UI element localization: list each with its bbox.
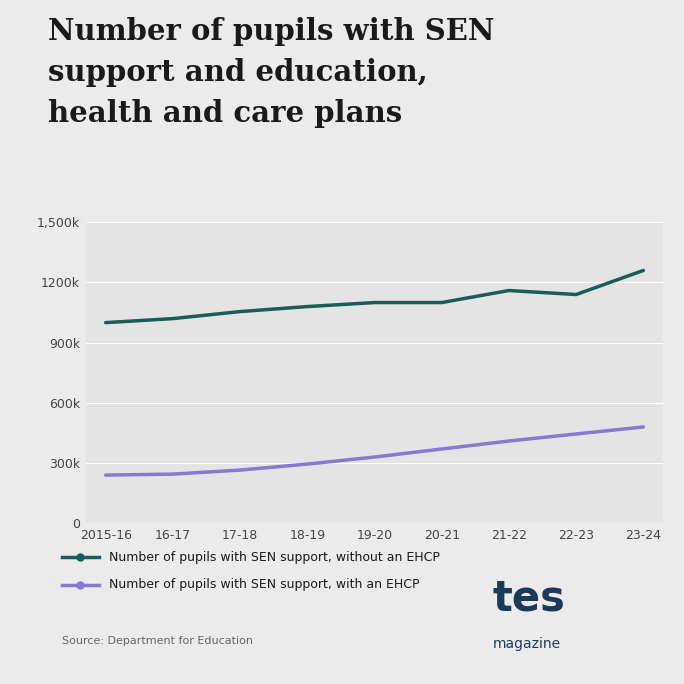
Text: magazine: magazine [492,637,561,651]
Text: tes: tes [492,577,566,619]
Text: Source: Department for Education: Source: Department for Education [62,636,252,646]
Text: health and care plans: health and care plans [48,99,402,128]
Text: Number of pupils with SEN support, without an EHCP: Number of pupils with SEN support, witho… [109,551,440,564]
Text: Number of pupils with SEN support, with an EHCP: Number of pupils with SEN support, with … [109,578,420,592]
Text: Number of pupils with SEN: Number of pupils with SEN [48,17,495,46]
Text: support and education,: support and education, [48,58,427,87]
